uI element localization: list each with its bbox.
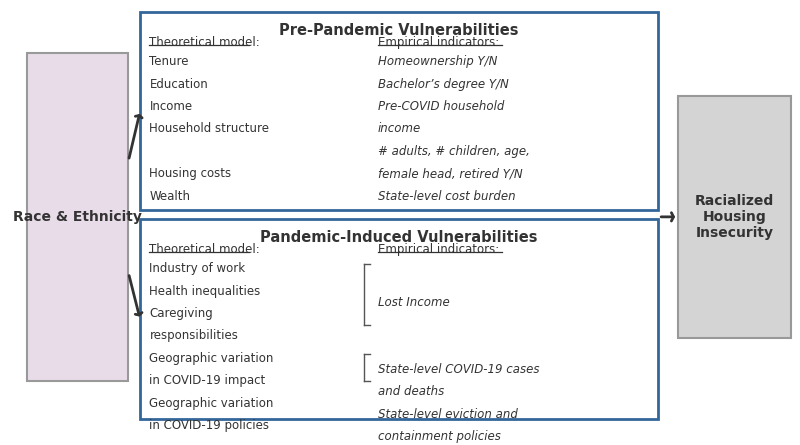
Text: Pre-COVID household: Pre-COVID household: [378, 100, 504, 113]
Text: Race & Ethnicity: Race & Ethnicity: [14, 210, 142, 224]
Text: State-level cost burden: State-level cost burden: [378, 190, 515, 203]
Text: Bachelor’s degree Y/N: Bachelor’s degree Y/N: [378, 78, 509, 91]
FancyBboxPatch shape: [27, 53, 129, 380]
FancyBboxPatch shape: [140, 219, 658, 419]
Text: income: income: [378, 122, 421, 135]
Text: in COVID-19 policies: in COVID-19 policies: [150, 419, 270, 432]
Text: Pre-Pandemic Vulnerabilities: Pre-Pandemic Vulnerabilities: [279, 23, 519, 38]
Text: in COVID-19 impact: in COVID-19 impact: [150, 374, 266, 387]
Text: Household structure: Household structure: [150, 122, 270, 135]
Text: Education: Education: [150, 78, 208, 91]
Text: and deaths: and deaths: [378, 385, 444, 398]
Text: Theoretical model:: Theoretical model:: [150, 36, 260, 49]
FancyBboxPatch shape: [678, 96, 791, 337]
Text: Racialized
Housing
Insecurity: Racialized Housing Insecurity: [694, 194, 774, 240]
Text: Geographic variation: Geographic variation: [150, 352, 274, 365]
Text: State-level COVID-19 cases: State-level COVID-19 cases: [378, 363, 539, 376]
FancyBboxPatch shape: [140, 12, 658, 210]
Text: containment policies: containment policies: [378, 430, 501, 443]
Text: Lost Income: Lost Income: [378, 296, 450, 309]
Text: Industry of work: Industry of work: [150, 262, 246, 275]
Text: Pandemic-Induced Vulnerabilities: Pandemic-Induced Vulnerabilities: [261, 230, 538, 245]
Text: Empirical indicators:: Empirical indicators:: [378, 36, 499, 49]
Text: Wealth: Wealth: [150, 190, 190, 203]
Text: Theoretical model:: Theoretical model:: [150, 243, 260, 256]
Text: Caregiving: Caregiving: [150, 307, 214, 320]
Text: Empirical indicators:: Empirical indicators:: [378, 243, 499, 256]
Text: # adults, # children, age,: # adults, # children, age,: [378, 145, 530, 158]
Text: Homeownership Y/N: Homeownership Y/N: [378, 55, 497, 68]
Text: State-level eviction and: State-level eviction and: [378, 408, 518, 421]
Text: Geographic variation: Geographic variation: [150, 396, 274, 409]
Text: responsibilities: responsibilities: [150, 329, 238, 342]
Text: Income: Income: [150, 100, 193, 113]
Text: Health inequalities: Health inequalities: [150, 284, 261, 298]
Text: Housing costs: Housing costs: [150, 167, 231, 180]
Text: female head, retired Y/N: female head, retired Y/N: [378, 167, 522, 180]
Text: Tenure: Tenure: [150, 55, 189, 68]
